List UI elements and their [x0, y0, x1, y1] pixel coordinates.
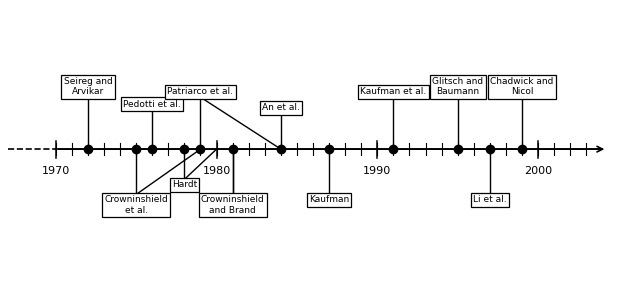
- Text: Crowninshield
et al.: Crowninshield et al.: [104, 195, 168, 215]
- Text: Pedotti et al.: Pedotti et al.: [124, 100, 181, 108]
- Text: Chadwick and
Nicol: Chadwick and Nicol: [490, 77, 554, 96]
- Text: 1990: 1990: [363, 166, 391, 176]
- Text: Kaufman et al.: Kaufman et al.: [360, 87, 426, 96]
- Text: Seireg and
Arvikar: Seireg and Arvikar: [64, 77, 112, 96]
- Text: 1980: 1980: [203, 166, 231, 176]
- Text: 2000: 2000: [524, 166, 552, 176]
- Text: Glitsch and
Baumann: Glitsch and Baumann: [432, 77, 483, 96]
- Text: Crowninshield
and Brand: Crowninshield and Brand: [201, 195, 265, 215]
- Text: An et al.: An et al.: [262, 103, 300, 112]
- Text: Hardt: Hardt: [172, 180, 197, 189]
- Text: Li et al.: Li et al.: [473, 195, 507, 205]
- Text: Patriarco et al.: Patriarco et al.: [167, 87, 234, 96]
- Text: 1970: 1970: [41, 166, 70, 176]
- Text: Kaufman: Kaufman: [309, 195, 349, 205]
